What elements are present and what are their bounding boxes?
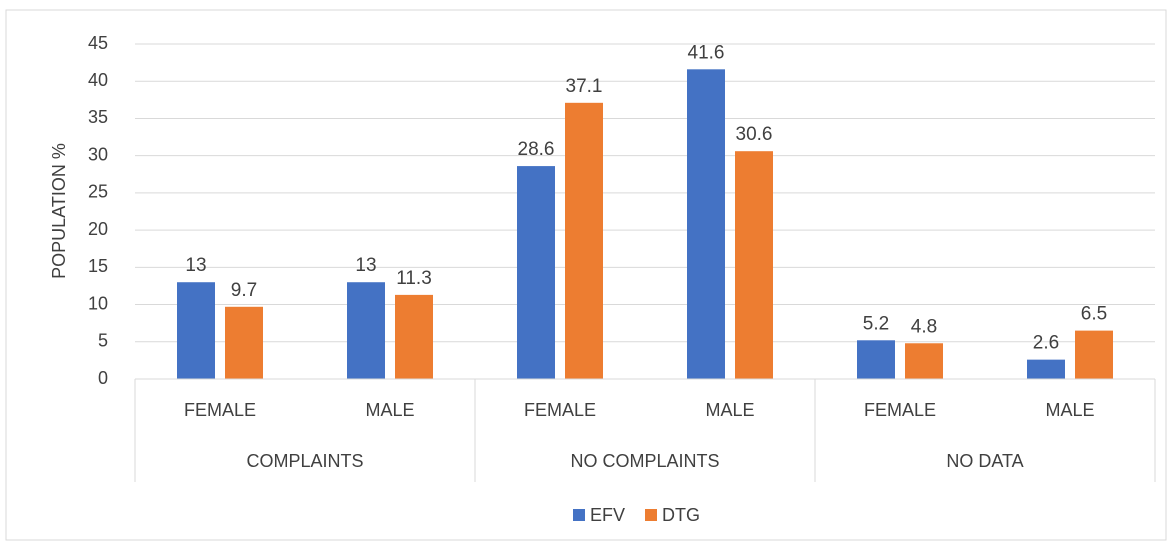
data-label: 9.7 bbox=[231, 280, 257, 301]
y-tick-label: 45 bbox=[88, 33, 108, 53]
x-tick-label: MALE bbox=[705, 400, 754, 420]
x-tick-label: FEMALE bbox=[184, 400, 256, 420]
bar bbox=[225, 306, 263, 379]
bar bbox=[517, 166, 555, 379]
group-label: NO COMPLAINTS bbox=[570, 451, 719, 471]
x-tick-label: FEMALE bbox=[864, 400, 936, 420]
y-tick-label: 0 bbox=[98, 368, 108, 388]
group-label: COMPLAINTS bbox=[246, 451, 363, 471]
bar bbox=[177, 282, 215, 379]
data-label: 13 bbox=[185, 255, 206, 276]
data-label: 28.6 bbox=[518, 139, 555, 160]
bar bbox=[395, 294, 433, 379]
bar bbox=[1075, 330, 1113, 379]
bar bbox=[735, 151, 773, 379]
y-tick-label: 15 bbox=[88, 256, 108, 276]
legend-swatch bbox=[573, 509, 585, 521]
bar bbox=[347, 282, 385, 379]
y-tick-label: 35 bbox=[88, 107, 108, 127]
bar bbox=[1027, 359, 1065, 379]
data-label: 37.1 bbox=[566, 76, 603, 97]
y-tick-label: 10 bbox=[88, 293, 108, 313]
data-label: 30.6 bbox=[736, 124, 773, 145]
x-tick-label: MALE bbox=[1045, 400, 1094, 420]
legend-label: DTG bbox=[662, 505, 700, 525]
legend-swatch bbox=[645, 509, 657, 521]
y-tick-label: 25 bbox=[88, 182, 108, 202]
data-label: 2.6 bbox=[1033, 333, 1059, 354]
y-tick-label: 5 bbox=[98, 331, 108, 351]
data-label: 4.8 bbox=[911, 316, 937, 337]
x-tick-label: MALE bbox=[365, 400, 414, 420]
y-tick-label: 20 bbox=[88, 219, 108, 239]
bar bbox=[905, 343, 943, 379]
legend-label: EFV bbox=[590, 505, 625, 525]
y-axis-label: POPULATION % bbox=[49, 143, 69, 279]
y-tick-label: 30 bbox=[88, 144, 108, 164]
bar bbox=[857, 340, 895, 379]
group-label: NO DATA bbox=[946, 451, 1023, 471]
data-label: 11.3 bbox=[396, 268, 432, 289]
bar bbox=[565, 102, 603, 380]
data-label: 41.6 bbox=[688, 42, 725, 63]
bar bbox=[687, 69, 725, 380]
y-tick-label: 40 bbox=[88, 70, 108, 90]
data-label: 5.2 bbox=[863, 313, 889, 334]
data-label: 13 bbox=[355, 255, 376, 276]
x-tick-label: FEMALE bbox=[524, 400, 596, 420]
data-label: 6.5 bbox=[1081, 304, 1107, 325]
